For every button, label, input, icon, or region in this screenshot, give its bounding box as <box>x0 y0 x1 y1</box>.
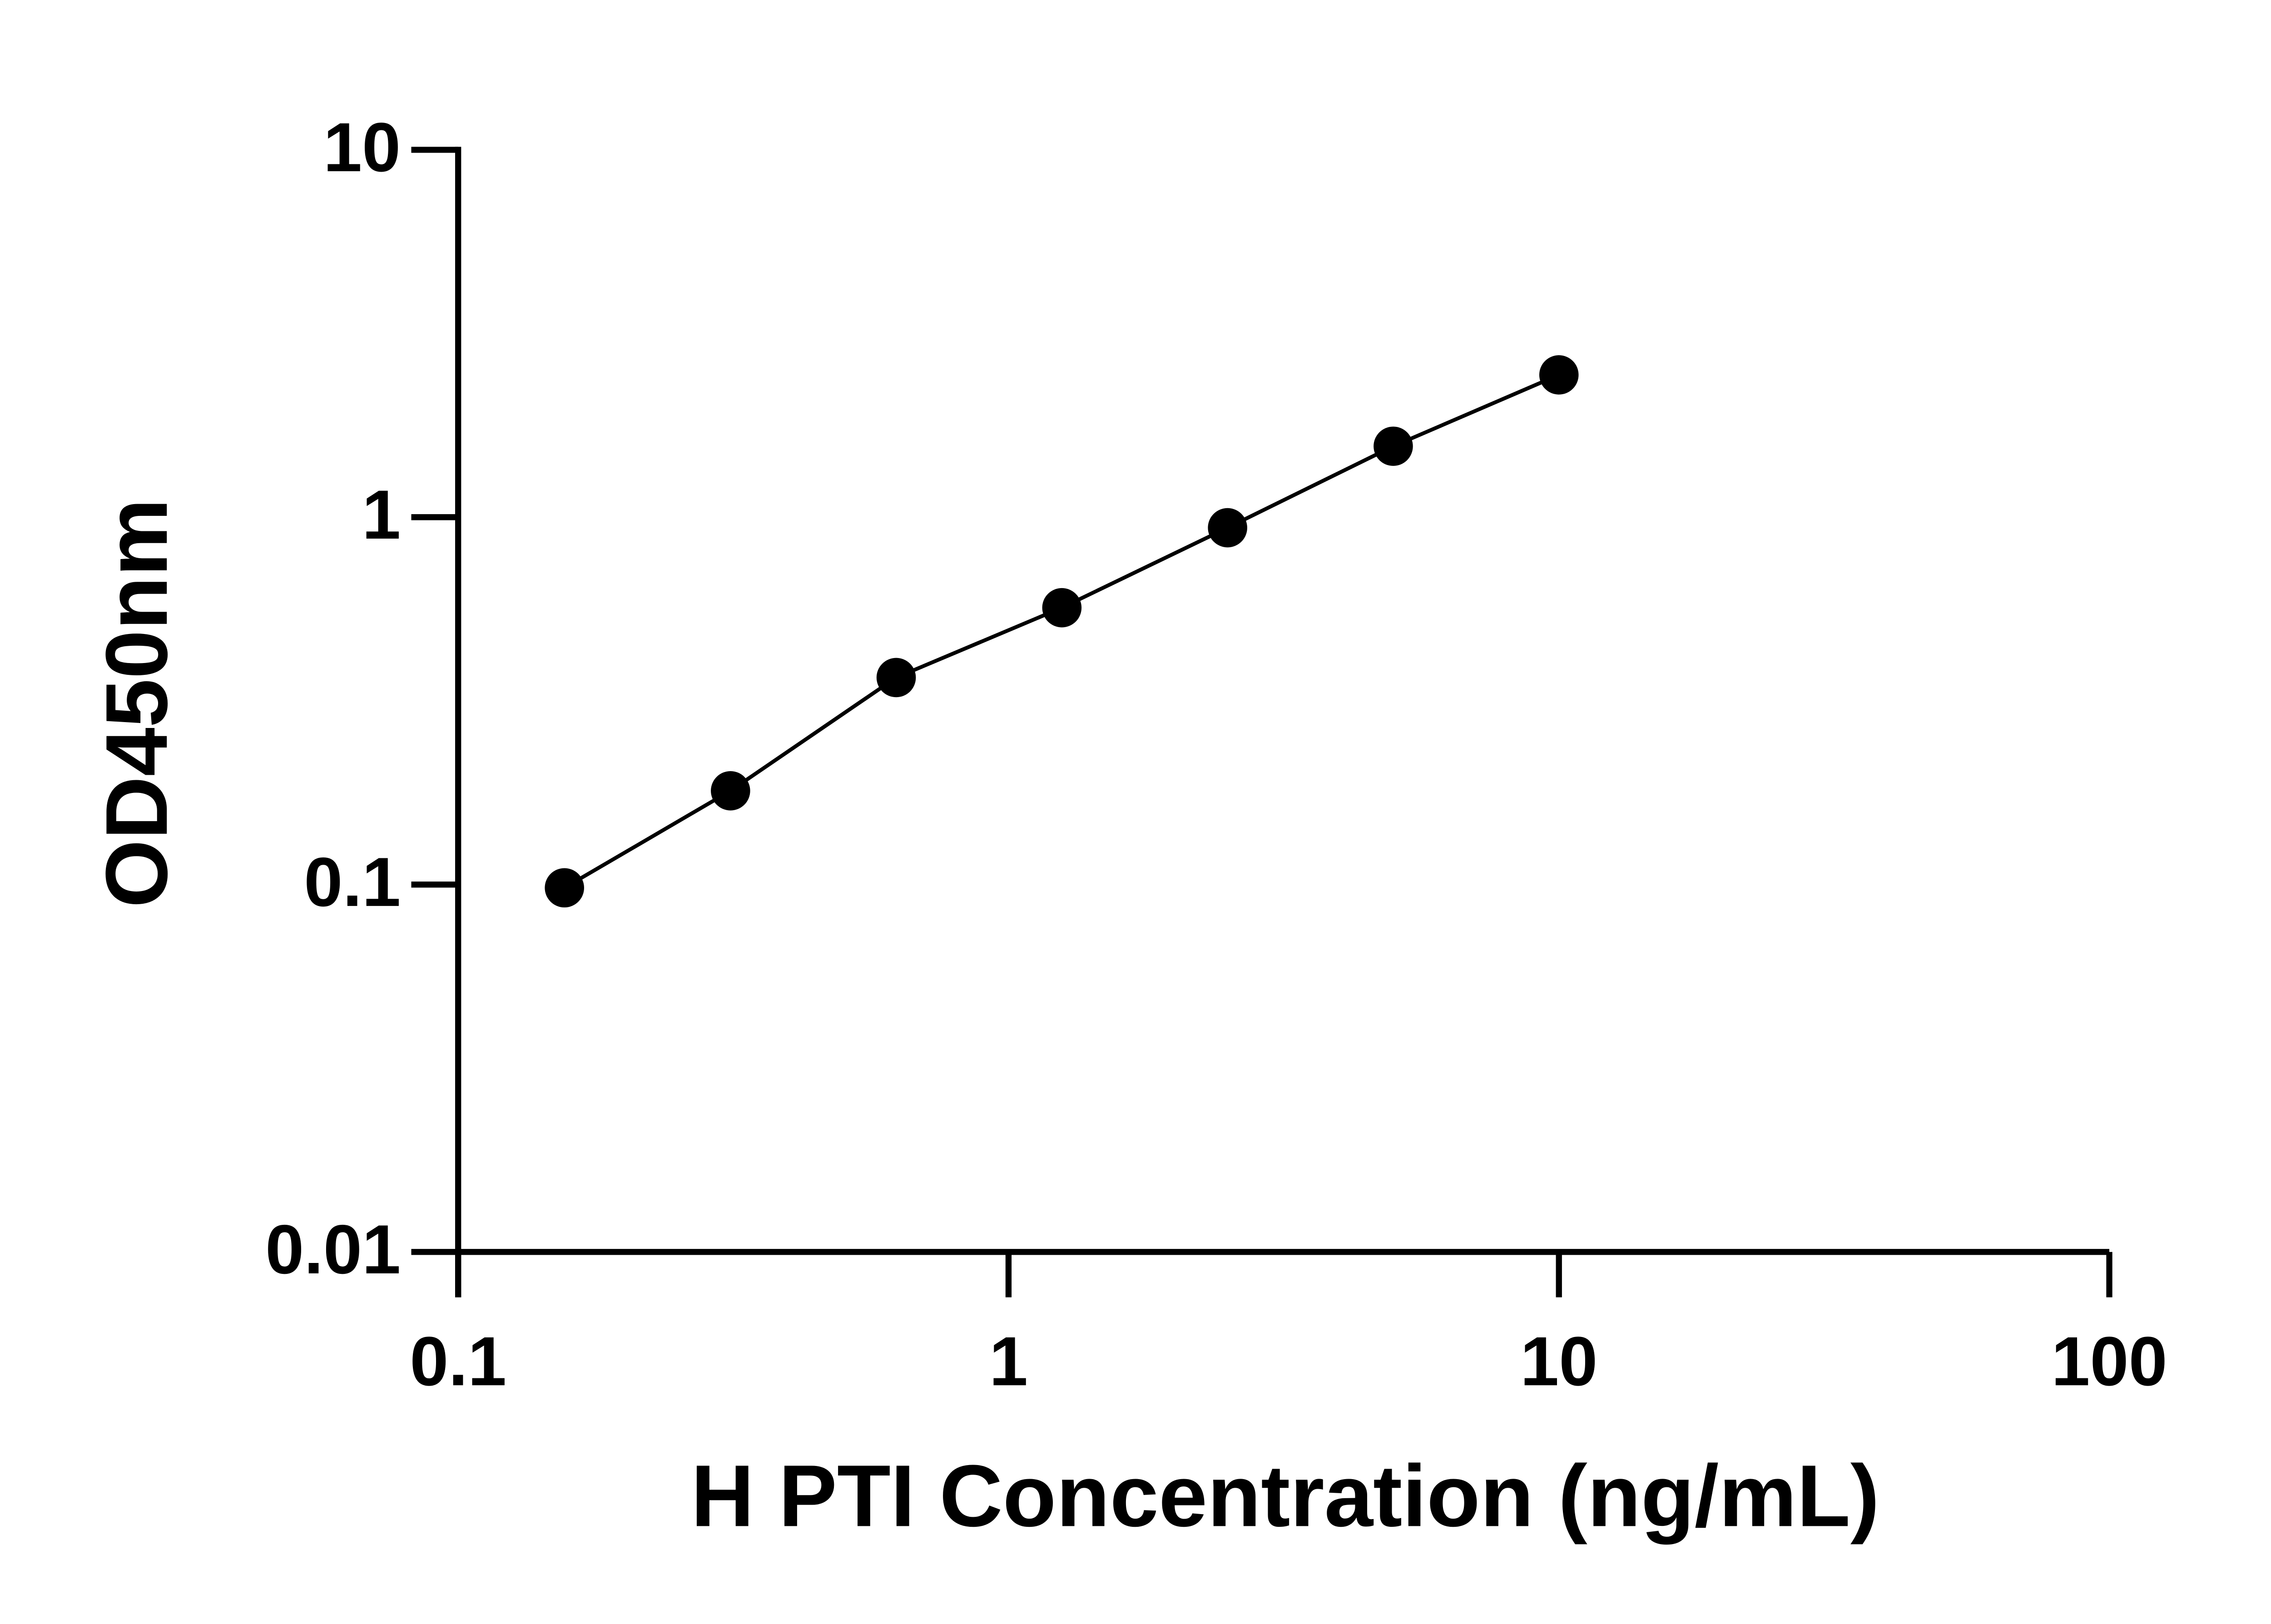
y-axis-label: OD450nm <box>87 499 185 908</box>
data-point <box>876 658 916 698</box>
y-tick-label: 0.1 <box>304 843 401 921</box>
y-tick-label: 1 <box>362 476 401 554</box>
data-point <box>1042 588 1082 628</box>
data-point <box>1208 508 1247 548</box>
y-tick-label: 0.01 <box>265 1211 401 1288</box>
y-tick-label: 10 <box>323 109 401 186</box>
data-point <box>545 868 584 908</box>
x-tick-label: 10 <box>1520 1322 1597 1400</box>
x-tick-label: 100 <box>2051 1322 2167 1400</box>
data-point <box>711 771 750 811</box>
x-axis-label: H PTI Concentration (ng/mL) <box>691 1446 1879 1545</box>
data-point <box>1539 355 1579 395</box>
x-tick-label: 0.1 <box>410 1322 506 1400</box>
x-tick-label: 1 <box>989 1322 1028 1400</box>
data-point <box>1374 426 1413 466</box>
